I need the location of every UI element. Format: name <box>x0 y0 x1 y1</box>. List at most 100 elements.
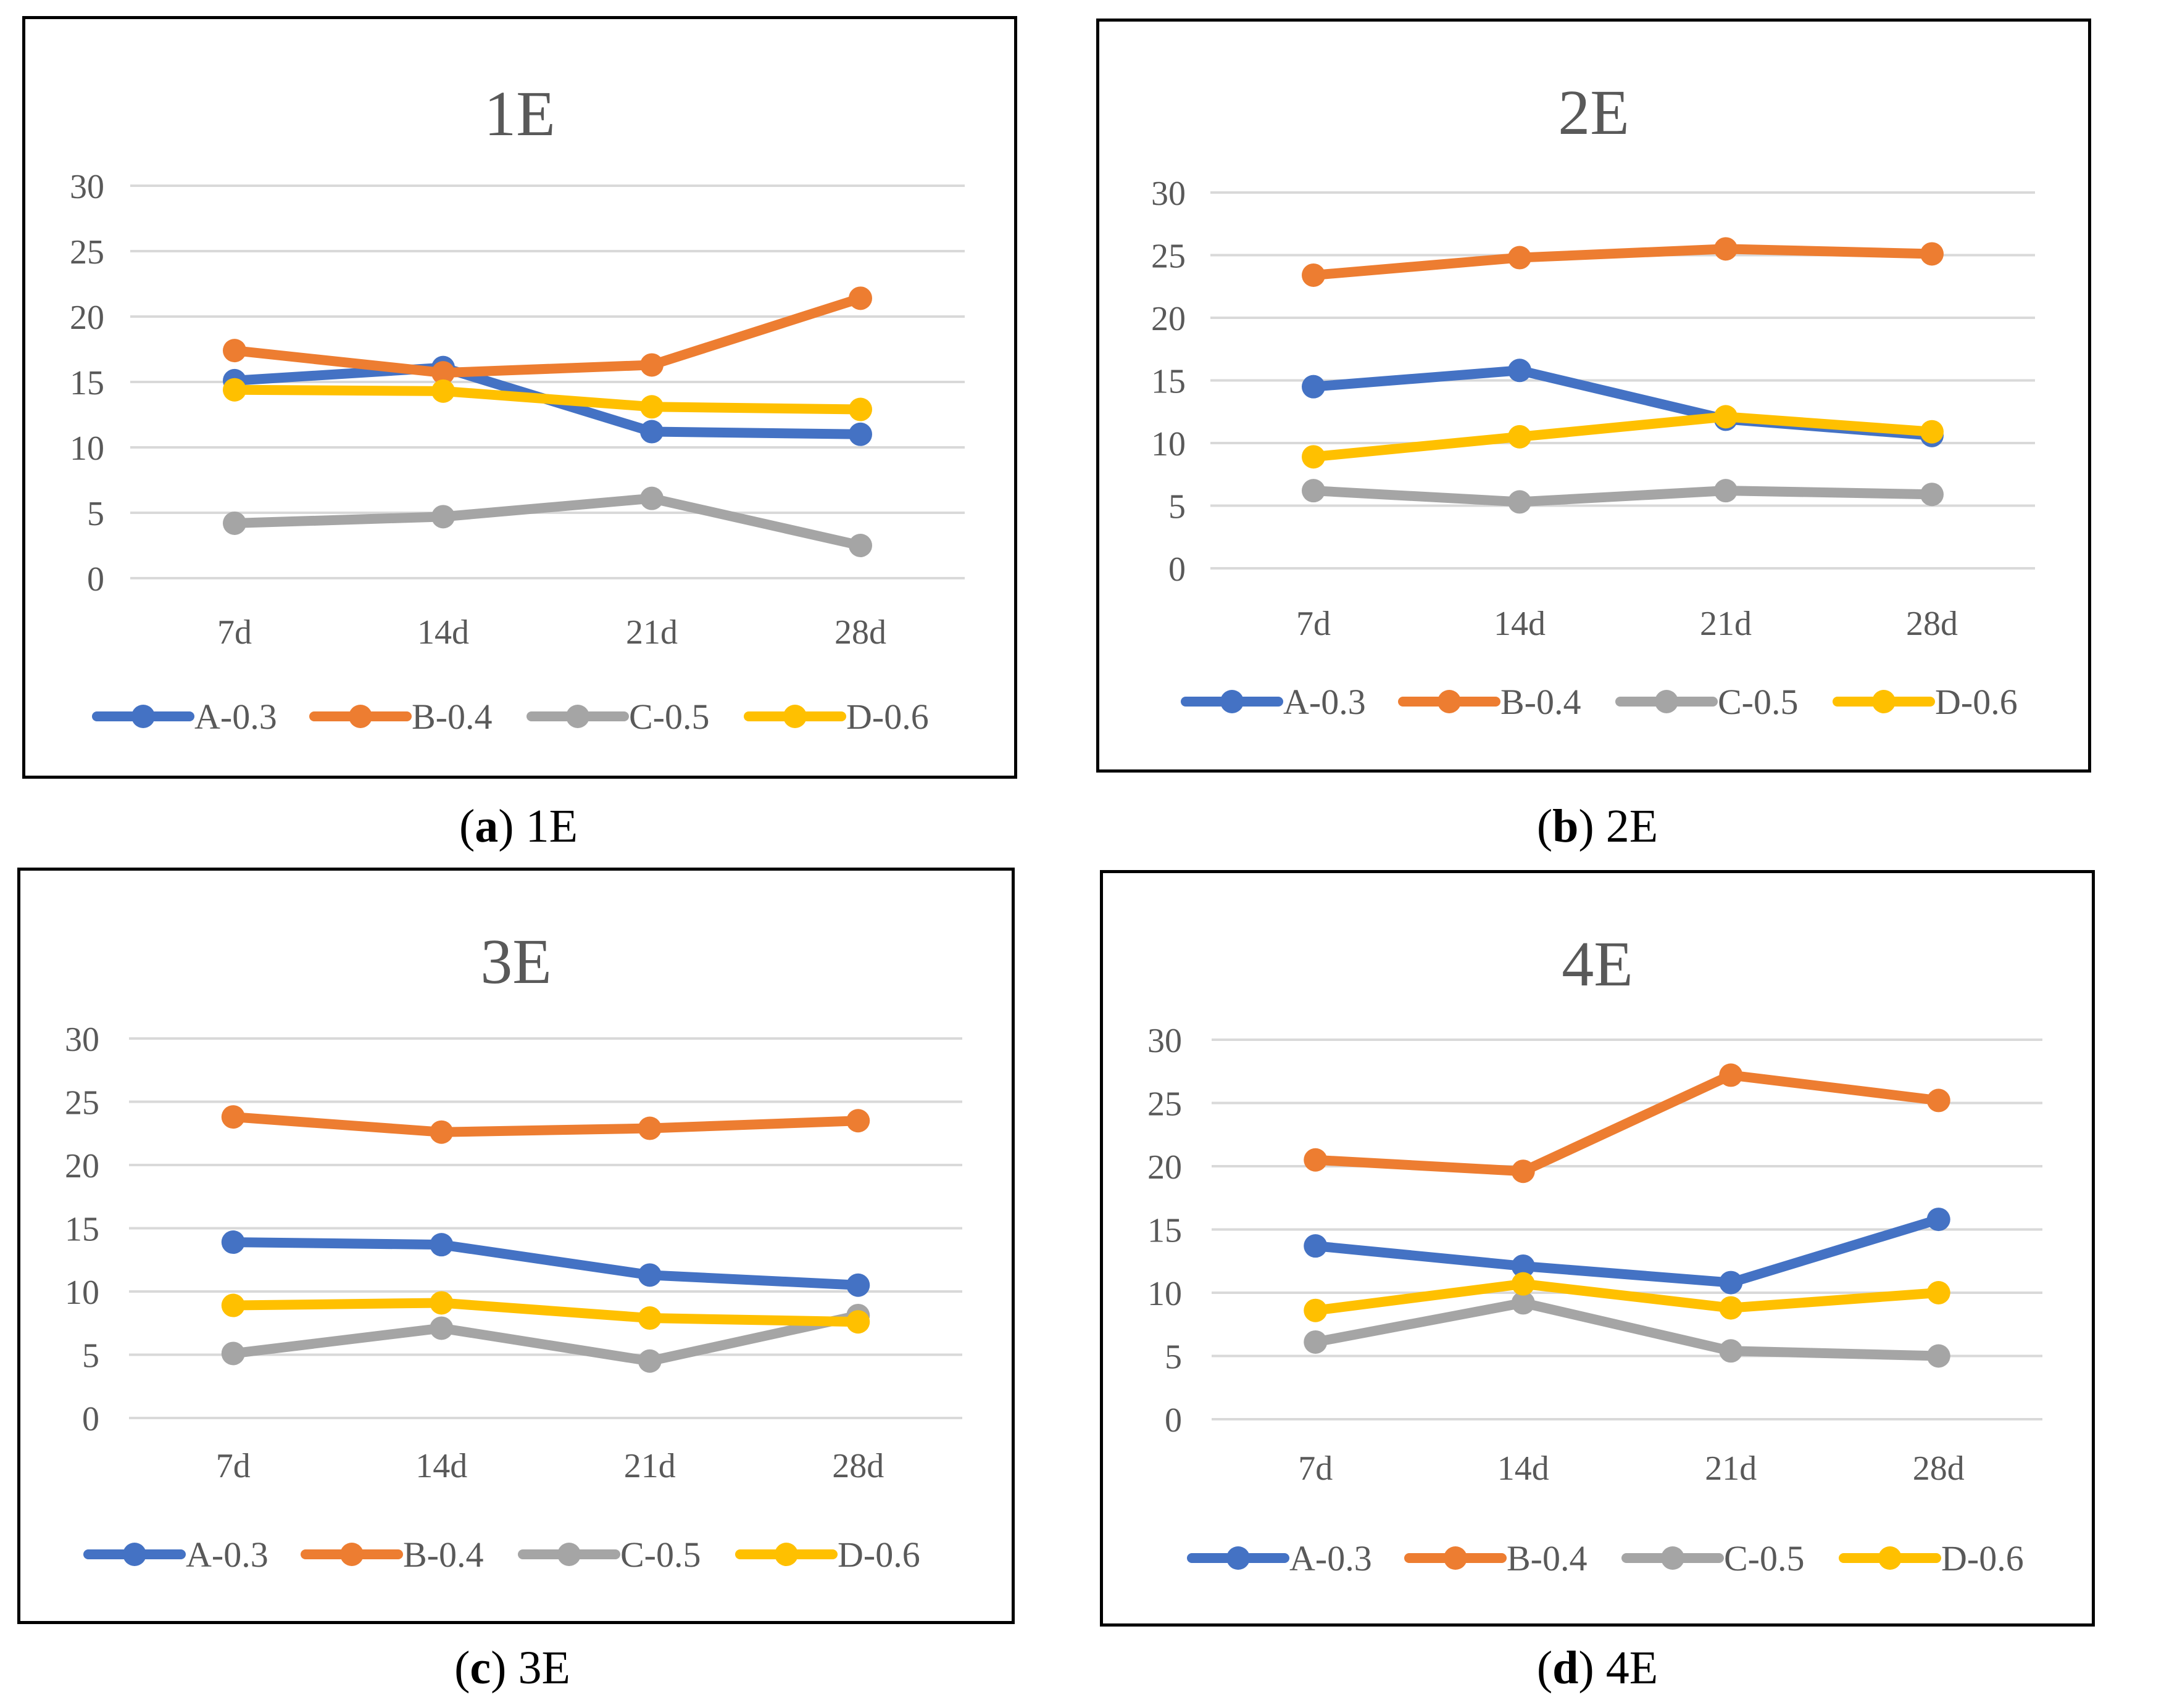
y-tick-label: 10 <box>70 429 104 468</box>
data-point-A-0.3 <box>849 422 872 446</box>
data-point-C-0.5 <box>849 534 872 557</box>
caption-letter-c: c <box>470 1642 491 1694</box>
y-tick-label: 5 <box>1165 1338 1182 1377</box>
legend-swatch-marker <box>1226 1546 1250 1570</box>
chart-title: 3E <box>480 926 552 997</box>
data-point-C-0.5 <box>638 1349 662 1373</box>
data-point-C-0.5 <box>1302 479 1325 503</box>
y-tick-label: 20 <box>1147 1148 1182 1187</box>
caption-text-b: 2E <box>1605 800 1658 852</box>
caption-d: (d) 4E <box>1536 1642 1658 1694</box>
legend-label: C-0.5 <box>620 1535 701 1575</box>
legend-label: A-0.3 <box>1289 1538 1372 1578</box>
legend-swatch-marker <box>1872 690 1896 713</box>
data-point-A-0.3 <box>1304 1234 1328 1258</box>
data-point-B-0.4 <box>430 1120 454 1144</box>
series-line-B-0.4 <box>1309 244 1937 280</box>
legend-swatch-marker <box>1661 1546 1684 1570</box>
series-line-C-0.5 <box>228 1310 864 1366</box>
data-point-D-0.6 <box>1511 1272 1535 1296</box>
chart-panel-4e: 4E 0 5 10 15 20 25 30 7d 14d 21d 28d A-0.3 B-0.4 C-0.5… <box>1100 870 2095 1627</box>
data-point-D-0.6 <box>849 397 872 421</box>
data-point-D-0.6 <box>1508 425 1531 449</box>
data-point-A-0.3 <box>221 1230 245 1254</box>
legend-swatch-marker <box>1878 1546 1902 1570</box>
legend-label: B-0.4 <box>1500 682 1581 722</box>
y-tick-label: 10 <box>1151 425 1186 463</box>
data-point-A-0.3 <box>1508 359 1531 383</box>
data-point-B-0.4 <box>221 1105 245 1129</box>
data-point-C-0.5 <box>1714 479 1737 503</box>
data-point-B-0.4 <box>1719 1063 1743 1087</box>
caption-letter-d: d <box>1552 1642 1579 1694</box>
y-tick-label: 0 <box>87 560 104 599</box>
data-point-D-0.6 <box>640 395 664 419</box>
data-point-D-0.6 <box>1719 1296 1743 1320</box>
data-point-A-0.3 <box>638 1263 662 1287</box>
data-point-B-0.4 <box>1508 246 1531 270</box>
data-point-D-0.6 <box>1302 445 1325 469</box>
caption-text-c: 3E <box>518 1642 570 1694</box>
legend-swatch-marker <box>123 1543 146 1566</box>
legend-swatch-marker <box>349 705 372 728</box>
series-line-A-0.3 <box>228 1237 864 1290</box>
data-point-D-0.6 <box>846 1310 870 1334</box>
data-point-B-0.4 <box>1920 242 1944 266</box>
legend-swatch-marker <box>1438 690 1461 713</box>
y-tick-label: 25 <box>1151 238 1186 276</box>
chart-svg-1e: 1E 0 5 10 15 20 25 30 7d 14d 21d 28d A-0.3 B-0.4 C-0.5… <box>70 78 965 737</box>
y-tick-label: 0 <box>1168 550 1186 589</box>
y-tick-label: 15 <box>1151 363 1186 401</box>
data-point-B-0.4 <box>431 361 455 385</box>
data-point-D-0.6 <box>223 378 246 402</box>
data-point-A-0.3 <box>430 1233 454 1257</box>
y-tick-label: 25 <box>1147 1085 1182 1124</box>
series-line-D-0.6 <box>230 384 865 415</box>
data-point-B-0.4 <box>640 353 664 377</box>
data-point-C-0.5 <box>221 1341 245 1366</box>
data-point-B-0.4 <box>1926 1088 1950 1113</box>
data-point-B-0.4 <box>1511 1159 1535 1184</box>
series-line-D-0.6 <box>1310 1279 1944 1316</box>
data-point-D-0.6 <box>431 379 455 403</box>
x-tick-label: 7d <box>1298 1449 1333 1488</box>
series-line-C-0.5 <box>1309 486 1937 507</box>
data-point-A-0.3 <box>846 1273 870 1297</box>
x-tick-label: 14d <box>1497 1449 1549 1488</box>
legend-label: A-0.3 <box>186 1535 268 1575</box>
y-tick-label: 30 <box>65 1021 99 1059</box>
data-point-C-0.5 <box>1926 1344 1950 1368</box>
legend-swatch-marker <box>131 705 155 728</box>
data-point-B-0.4 <box>1714 237 1737 261</box>
data-point-B-0.4 <box>846 1109 870 1133</box>
legend-label: D-0.6 <box>846 697 929 737</box>
chart-panel-3e: 3E 0 5 10 15 20 25 30 7d 14d 21d 28d A-0.3 B-0.4 C-0.5… <box>17 868 1015 1624</box>
legend-label: C-0.5 <box>629 697 710 737</box>
data-point-A-0.3 <box>640 420 664 444</box>
data-point-A-0.3 <box>1719 1271 1743 1295</box>
x-tick-label: 28d <box>1913 1449 1965 1488</box>
data-point-C-0.5 <box>1304 1330 1328 1354</box>
legend-swatch-marker <box>1444 1546 1467 1570</box>
series-line-D-0.6 <box>1309 412 1937 462</box>
series-line-C-0.5 <box>1310 1298 1944 1361</box>
legend-swatch-marker <box>557 1543 581 1566</box>
legend-swatch-marker <box>775 1543 798 1566</box>
data-point-B-0.4 <box>1302 263 1325 287</box>
y-tick-label: 30 <box>1147 1022 1182 1060</box>
chart-panel-2e: 2E 0 5 10 15 20 25 30 7d 14d 21d 28d A-0.3 B-0.4 C-0.5… <box>1096 19 2091 773</box>
data-point-C-0.5 <box>223 511 246 535</box>
y-tick-label: 15 <box>65 1211 99 1249</box>
data-point-D-0.6 <box>1926 1281 1950 1304</box>
y-tick-label: 5 <box>1168 488 1186 526</box>
data-point-D-0.6 <box>1304 1298 1328 1322</box>
data-point-D-0.6 <box>638 1306 662 1330</box>
y-tick-label: 25 <box>70 233 104 272</box>
data-point-D-0.6 <box>430 1291 454 1315</box>
data-point-B-0.4 <box>849 286 872 310</box>
legend-label: A-0.3 <box>194 697 277 737</box>
legend-label: B-0.4 <box>403 1535 484 1575</box>
x-tick-label: 14d <box>415 1447 467 1485</box>
series-line-B-0.4 <box>228 1112 864 1137</box>
data-point-C-0.5 <box>1920 483 1944 507</box>
